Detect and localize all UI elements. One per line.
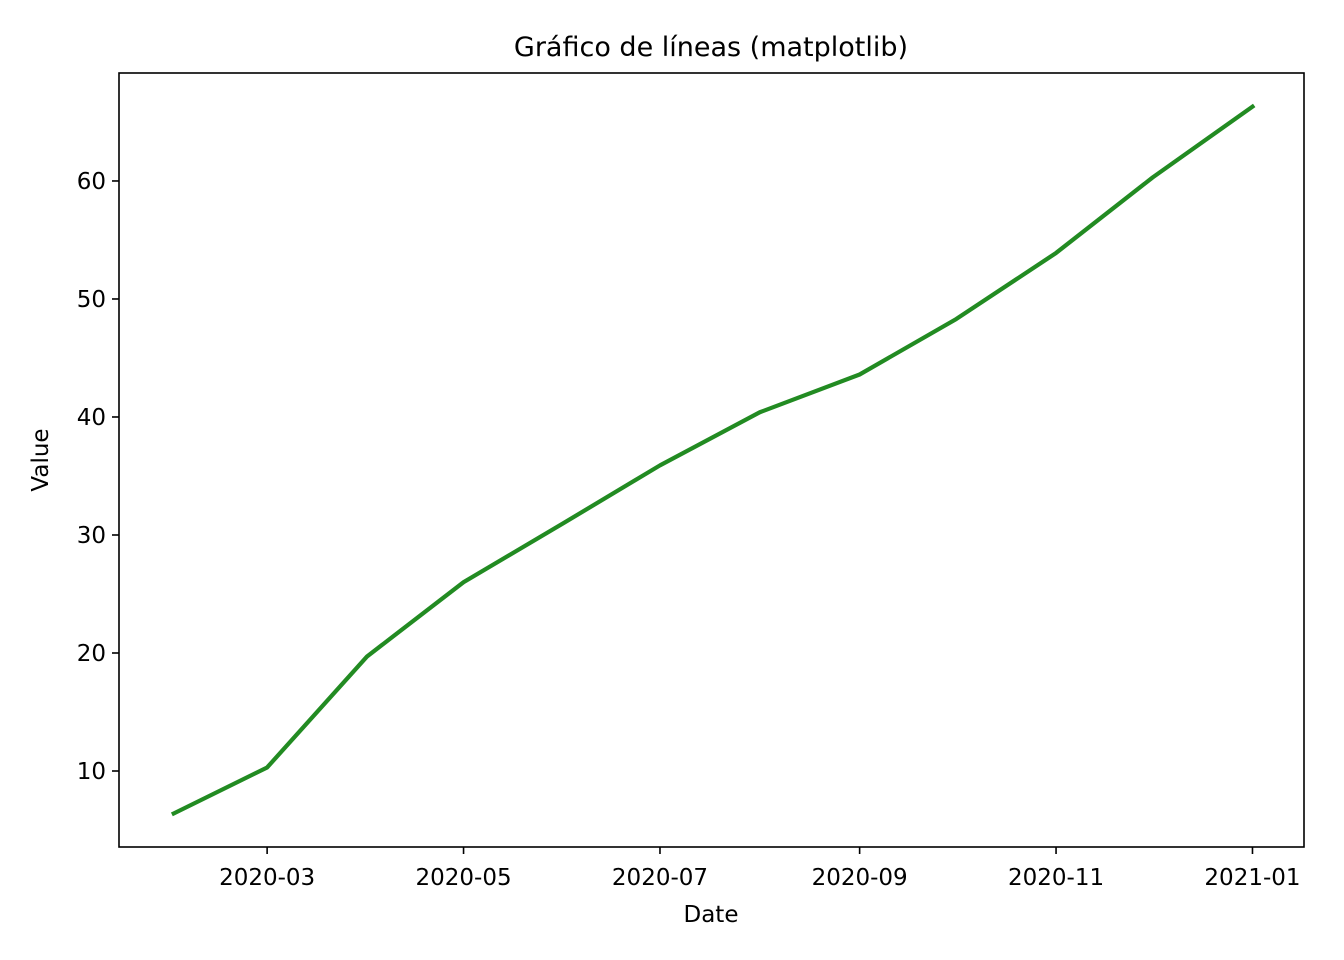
x-tick-label: 2020-11 bbox=[1008, 865, 1104, 891]
x-axis-label: Date bbox=[684, 902, 739, 928]
y-tick-label: 10 bbox=[77, 759, 106, 785]
y-tick-label: 20 bbox=[77, 641, 106, 667]
y-axis-label: Value bbox=[28, 428, 54, 491]
y-tick-label: 50 bbox=[77, 287, 106, 313]
y-tick-label: 30 bbox=[77, 523, 106, 549]
y-tick-label: 60 bbox=[77, 169, 106, 195]
x-tick-label: 2020-09 bbox=[812, 865, 908, 891]
y-tick-label: 40 bbox=[77, 405, 106, 431]
x-tick-label: 2021-01 bbox=[1204, 865, 1300, 891]
x-tick-label: 2020-07 bbox=[612, 865, 708, 891]
x-tick-label: 2020-03 bbox=[219, 865, 315, 891]
line-series bbox=[170, 103, 1256, 817]
x-tick-label: 2020-05 bbox=[415, 865, 511, 891]
chart-title: Gráfico de líneas (matplotlib) bbox=[514, 32, 908, 63]
plot-frame bbox=[118, 72, 1305, 848]
